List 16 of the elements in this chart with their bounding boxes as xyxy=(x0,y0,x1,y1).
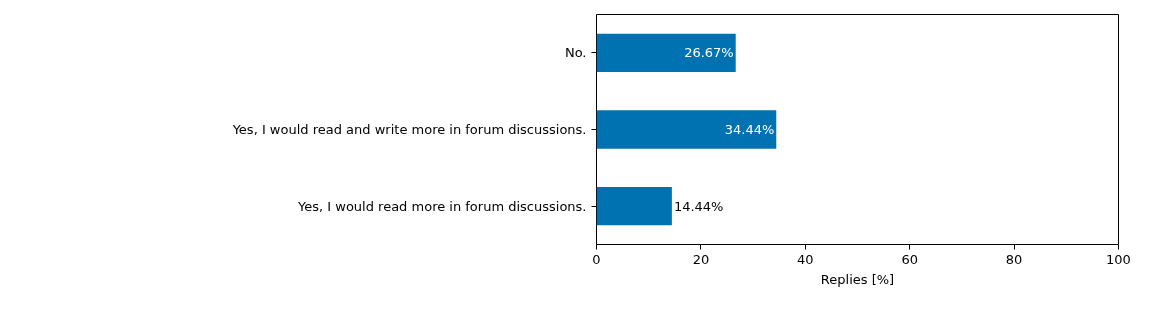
bar xyxy=(596,110,777,149)
y-tick-label: No. xyxy=(564,45,587,61)
x-tick-label: 100 xyxy=(1106,251,1131,267)
data-label: 34.44% xyxy=(724,122,775,137)
y-tick-label: Yes, I would read more in forum discussions. xyxy=(297,198,587,214)
x-tick-label: 20 xyxy=(692,251,710,267)
x-axis-title: Replies [%] xyxy=(820,271,895,287)
x-tick-label: 0 xyxy=(592,251,601,267)
x-tick-label: 80 xyxy=(1005,251,1023,267)
x-tick-label: 60 xyxy=(901,251,918,267)
x-tick-label: 40 xyxy=(797,251,814,267)
bar xyxy=(596,187,672,226)
data-label: 26.67% xyxy=(684,45,734,61)
bar xyxy=(596,33,736,72)
y-tick-label: Yes, I would read and write more in forum discussions. xyxy=(231,122,587,137)
data-label: 14.44% xyxy=(673,198,724,214)
